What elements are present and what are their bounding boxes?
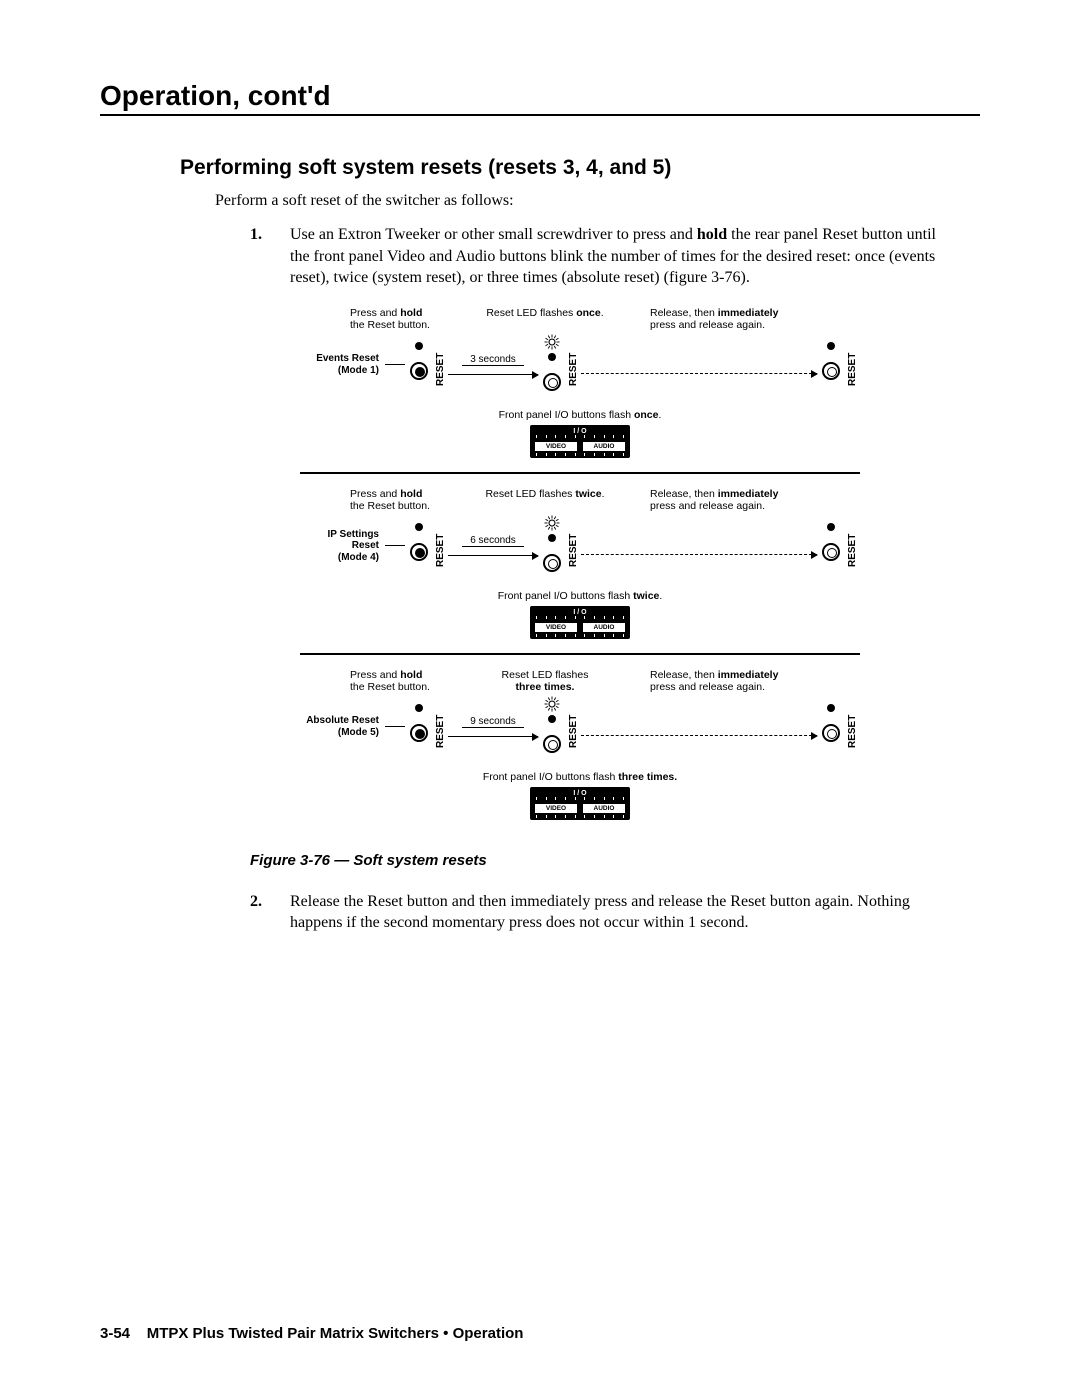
section-title: Performing soft system resets (resets 3,… (180, 156, 980, 180)
figure-376: Press and holdthe Reset button. Reset LE… (300, 307, 860, 834)
reset-mode-block: Press and holdthe Reset button. Reset LE… (300, 669, 860, 834)
step-body: Release the Reset button and then immedi… (290, 891, 950, 934)
reset-button-icon (817, 344, 845, 386)
led-flash-icon (543, 514, 561, 532)
reset-mode-block: Press and holdthe Reset button. Reset LE… (300, 307, 860, 474)
reset-button-icon (405, 344, 433, 386)
panel-flash-caption: Front panel I/O buttons flash once. (300, 409, 860, 421)
led-flash-icon (543, 695, 561, 713)
step-body: Use an Extron Tweeker or other small scr… (290, 224, 950, 289)
reset-button-icon (405, 706, 433, 748)
front-panel-icon: I / O VIDEOAUDIO (530, 787, 630, 820)
reset-button-icon (817, 706, 845, 748)
mode-label: Absolute Reset(Mode 5) (300, 715, 385, 738)
reset-mode-block: Press and holdthe Reset button. Reset LE… (300, 488, 860, 655)
reset-button-icon (538, 536, 566, 578)
mode-label: IP Settings Reset(Mode 4) (300, 529, 385, 564)
reset-button-icon (538, 355, 566, 397)
front-panel-icon: I / O VIDEOAUDIO (530, 606, 630, 639)
mode-label: Events Reset(Mode 1) (300, 353, 385, 376)
step-number: 1. (250, 224, 290, 289)
figure-caption: Figure 3-76 — Soft system resets (250, 852, 980, 869)
reset-button-icon (538, 717, 566, 759)
led-flash-icon (543, 333, 561, 351)
page-footer: 3-54 MTPX Plus Twisted Pair Matrix Switc… (100, 1325, 523, 1342)
intro-text: Perform a soft reset of the switcher as … (215, 192, 980, 210)
step-2: 2. Release the Reset button and then imm… (250, 891, 950, 934)
chapter-title: Operation, cont'd (100, 80, 980, 116)
reset-button-icon (405, 525, 433, 567)
panel-flash-caption: Front panel I/O buttons flash twice. (300, 590, 860, 602)
front-panel-icon: I / O VIDEOAUDIO (530, 425, 630, 458)
panel-flash-caption: Front panel I/O buttons flash three time… (300, 771, 860, 783)
reset-button-icon (817, 525, 845, 567)
step-number: 2. (250, 891, 290, 934)
step-1: 1. Use an Extron Tweeker or other small … (250, 224, 950, 289)
